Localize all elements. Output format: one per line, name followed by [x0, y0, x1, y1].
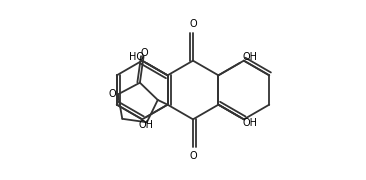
Text: O: O [140, 48, 148, 58]
Text: O: O [189, 151, 197, 161]
Text: HO: HO [129, 52, 144, 62]
Text: O: O [189, 19, 197, 29]
Text: O: O [109, 89, 116, 99]
Text: OH: OH [138, 120, 153, 130]
Text: OH: OH [242, 118, 257, 128]
Text: OH: OH [242, 52, 257, 62]
